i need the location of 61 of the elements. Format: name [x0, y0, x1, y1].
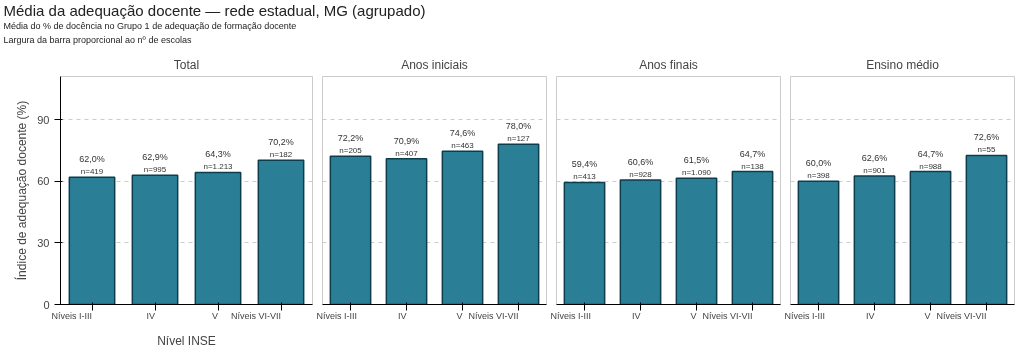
text: 60,6% n=928: [627, 157, 654, 180]
bar: [441, 150, 484, 305]
y-tick-label: 0: [43, 298, 50, 311]
text: 64,7% n=138: [739, 148, 766, 171]
bar: [385, 158, 428, 305]
text: Média da adequação docente — rede estadual, MG (agrupado): [3, 1, 426, 19]
bar: [329, 155, 372, 305]
x-tick-label: Níveis I-III: [784, 310, 826, 321]
text: 72,6% n=55: [973, 132, 1000, 155]
text: 70,9% n=407: [393, 135, 420, 158]
text: 61,5% n=1.090: [681, 155, 712, 178]
bar: [797, 180, 840, 305]
bar: [563, 181, 606, 305]
y-axis-title: Índice de adequação docente (%): [14, 100, 30, 281]
x-tick-label: IV: [866, 310, 875, 321]
x-tick-label: V: [924, 310, 931, 321]
bar: [853, 175, 896, 305]
x-tick-label: V: [690, 310, 697, 321]
x-tick-label: IV: [146, 310, 156, 321]
text: 72,2% n=205: [337, 133, 364, 156]
x-tick-label: V: [456, 310, 463, 321]
chart-title: Anos finais: [639, 57, 698, 72]
chart-title: Ensino médio: [866, 57, 940, 72]
x-tick-label: Níveis VI-VII: [230, 310, 282, 321]
x-tick-label: IV: [632, 310, 641, 321]
text: 64,7% n=988: [917, 148, 944, 171]
bar: [68, 176, 116, 305]
chart-title: Anos iniciais: [401, 57, 468, 72]
x-axis-title: Nível INSE: [157, 333, 216, 348]
bar: [731, 170, 774, 305]
bar: [675, 177, 718, 305]
y-tick-label: 30: [37, 236, 50, 249]
bar: [131, 174, 179, 305]
text: Média do % de docência no Grupo 1 de adequação de formação docente: [3, 20, 297, 31]
bar: [497, 143, 540, 305]
text: 70,2% n=182: [268, 137, 294, 160]
x-tick-label: V: [212, 310, 219, 321]
text: Largura da barra proporcional ao nº de escolas: [3, 34, 192, 45]
bar: [909, 170, 952, 305]
text: 78,0% n=127: [505, 121, 532, 144]
bar: [194, 171, 242, 305]
text: 74,6% n=463: [449, 128, 476, 151]
text: 60,0% n=398: [805, 158, 832, 181]
bar: [965, 154, 1008, 305]
bar: [257, 159, 305, 305]
bar: [619, 179, 662, 305]
x-tick-label: Níveis I-III: [51, 310, 93, 321]
y-tick-label: 90: [37, 113, 50, 126]
text: 62,9% n=995: [142, 152, 168, 175]
text: 64,3% n=1.213: [203, 149, 233, 172]
text: 62,0% n=419: [79, 154, 105, 177]
x-tick-label: Níveis I-III: [316, 310, 358, 321]
x-tick-label: Níveis VI-VII: [936, 310, 987, 321]
text: 59,4% n=413: [571, 159, 598, 182]
x-tick-label: Níveis I-III: [550, 310, 592, 321]
x-tick-label: Níveis VI-VII: [702, 310, 753, 321]
x-tick-label: IV: [398, 310, 407, 321]
y-tick-label: 60: [37, 175, 50, 188]
x-tick-label: Níveis VI-VII: [468, 310, 519, 321]
text: 62,6% n=901: [861, 152, 888, 175]
chart-title: Total: [173, 57, 200, 72]
